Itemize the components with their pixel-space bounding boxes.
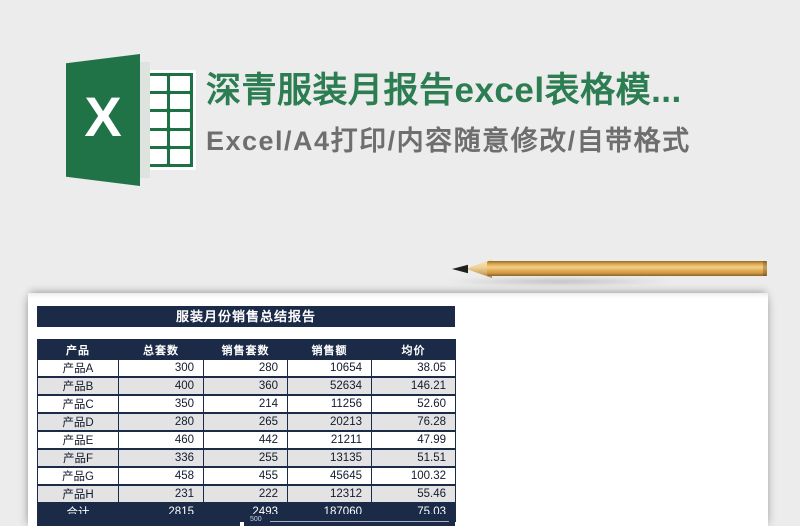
excel-logo-letter: X	[84, 85, 122, 148]
sales-amount-cell: 11256	[287, 394, 372, 414]
chart-gridline	[270, 521, 449, 522]
table-row: 产品B 400 360 52634 146.21	[37, 376, 456, 396]
total-sets-cell: 460	[118, 430, 204, 450]
col-header-avg-price: 均价	[371, 339, 456, 360]
logo-grid-cell	[147, 94, 167, 110]
logo-grid-cell	[170, 94, 190, 110]
product-cell: 产品H	[37, 484, 119, 504]
logo-grid-cell	[170, 148, 190, 164]
product-cell: 产品A	[37, 358, 119, 378]
excel-logo: X	[58, 50, 198, 190]
chart-preview-strip: 500	[37, 514, 455, 526]
sales-table: 产品 总套数 销售套数 销售额 均价 产品A 300 280 10654 38.…	[37, 339, 456, 522]
logo-grid-cell	[147, 130, 167, 146]
sales-amount-cell: 20213	[287, 412, 372, 432]
sold-sets-cell: 280	[203, 358, 288, 378]
product-cell: 产品G	[37, 466, 119, 486]
pencil-body	[487, 261, 767, 276]
total-sets-cell: 231	[118, 484, 204, 504]
logo-grid-cell	[170, 130, 190, 146]
sold-sets-cell: 455	[203, 466, 288, 486]
sold-sets-cell: 255	[203, 448, 288, 468]
product-cell: 产品F	[37, 448, 119, 468]
sold-sets-cell: 265	[203, 412, 288, 432]
product-cell: 产品D	[37, 412, 119, 432]
sold-sets-cell: 360	[203, 376, 288, 396]
pencil-graphite-tip-icon	[452, 264, 468, 274]
sales-amount-cell: 52634	[287, 376, 372, 396]
sold-sets-cell: 214	[203, 394, 288, 414]
pencil-shadow	[446, 277, 770, 286]
logo-grid-cell	[147, 148, 167, 164]
col-header-sales-amount: 销售额	[287, 339, 372, 360]
col-header-total-sets: 总套数	[118, 339, 204, 360]
total-sets-cell: 300	[118, 358, 204, 378]
table-row: 产品G 458 455 45645 100.32	[37, 466, 456, 486]
total-sets-cell: 336	[118, 448, 204, 468]
table-row: 产品D 280 265 20213 76.28	[37, 412, 456, 432]
logo-grid-cell	[170, 76, 190, 92]
avg-price-cell: 55.46	[371, 484, 456, 504]
chart-preview-right: 500	[244, 514, 455, 526]
total-sets-cell: 350	[118, 394, 204, 414]
total-sets-cell: 400	[118, 376, 204, 396]
page-subtitle: Excel/A4打印/内容随意修改/自带格式	[206, 126, 691, 156]
sold-sets-cell: 442	[203, 430, 288, 450]
spreadsheet-paper: 服装月份销售总结报告 产品 总套数 销售套数 销售额 均价 产品A 300 28…	[28, 293, 768, 526]
excel-logo-cover: X	[66, 54, 140, 186]
table-row: 产品F 336 255 13135 51.51	[37, 448, 456, 468]
header-titles: 深青服装月报告excel表格模... Excel/A4打印/内容随意修改/自带格…	[206, 68, 776, 160]
logo-grid-cell	[147, 76, 167, 92]
page-title: 深青服装月报告excel表格模...	[206, 71, 682, 110]
avg-price-cell: 47.99	[371, 430, 456, 450]
product-cell: 产品B	[37, 376, 119, 396]
chart-preview-left	[37, 514, 240, 526]
table-header-row: 产品 总套数 销售套数 销售额 均价	[37, 339, 456, 360]
report-title-bar: 服装月份销售总结报告	[37, 306, 455, 327]
avg-price-cell: 76.28	[371, 412, 456, 432]
logo-grid-cell	[170, 112, 190, 128]
product-cell: 产品E	[37, 430, 119, 450]
table-row: 产品C 350 214 11256 52.60	[37, 394, 456, 414]
sales-amount-cell: 45645	[287, 466, 372, 486]
product-cell: 产品C	[37, 394, 119, 414]
avg-price-cell: 100.32	[371, 466, 456, 486]
sales-amount-cell: 10654	[287, 358, 372, 378]
chart-axis-label: 500	[250, 516, 262, 523]
total-sets-cell: 280	[118, 412, 204, 432]
col-header-product: 产品	[37, 339, 119, 360]
table-row: 产品E 460 442 21211 47.99	[37, 430, 456, 450]
sales-amount-cell: 21211	[287, 430, 372, 450]
avg-price-cell: 146.21	[371, 376, 456, 396]
sales-amount-cell: 13135	[287, 448, 372, 468]
avg-price-cell: 38.05	[371, 358, 456, 378]
sales-amount-cell: 12312	[287, 484, 372, 504]
logo-page-edge	[138, 62, 150, 178]
table-row: 产品H 231 222 12312 55.46	[37, 484, 456, 504]
table-row: 产品A 300 280 10654 38.05	[37, 358, 456, 378]
logo-grid-cell	[147, 112, 167, 128]
total-sets-cell: 458	[118, 466, 204, 486]
avg-price-cell: 51.51	[371, 448, 456, 468]
avg-price-cell: 52.60	[371, 394, 456, 414]
sold-sets-cell: 222	[203, 484, 288, 504]
col-header-sold-sets: 销售套数	[203, 339, 288, 360]
